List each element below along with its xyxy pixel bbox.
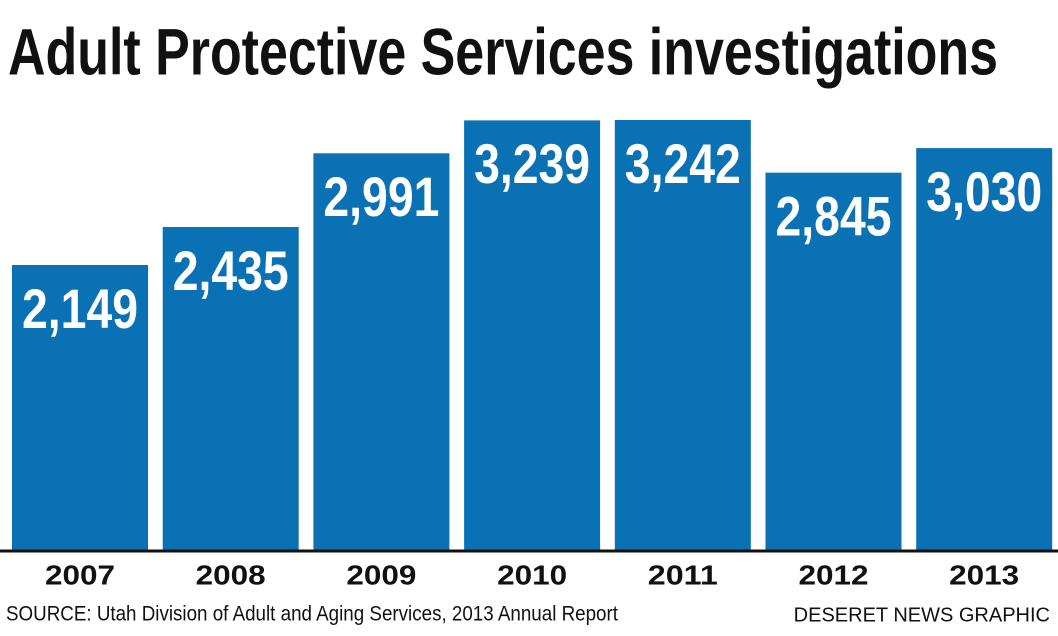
x-tick-label: 2009 [346,559,416,590]
value-label: 3,242 [625,132,741,195]
x-tick-label: 2008 [196,559,266,590]
source-note: SOURCE: Utah Division of Adult and Aging… [6,603,618,626]
value-label: 3,239 [474,132,590,195]
credit: DESERET NEWS GRAPHIC [794,604,1050,626]
x-tick-label: 2013 [949,559,1019,590]
x-tick-label: 2011 [648,559,718,590]
x-tick-label: 2007 [45,559,115,590]
x-tick-label: 2010 [497,559,567,590]
bar [614,120,751,550]
value-label: 3,030 [926,160,1042,223]
bar [765,172,902,550]
value-label: 2,435 [173,239,289,302]
bar [162,227,299,551]
chart-title: Adult Protective Services investigations [8,14,998,88]
bar [313,153,450,550]
value-label: 2,149 [22,277,138,340]
value-label: 2,991 [323,165,439,228]
bar [916,148,1053,550]
bar [12,264,148,550]
bar [464,120,601,551]
value-label: 2,845 [776,184,892,247]
x-tick-label: 2012 [799,559,869,590]
